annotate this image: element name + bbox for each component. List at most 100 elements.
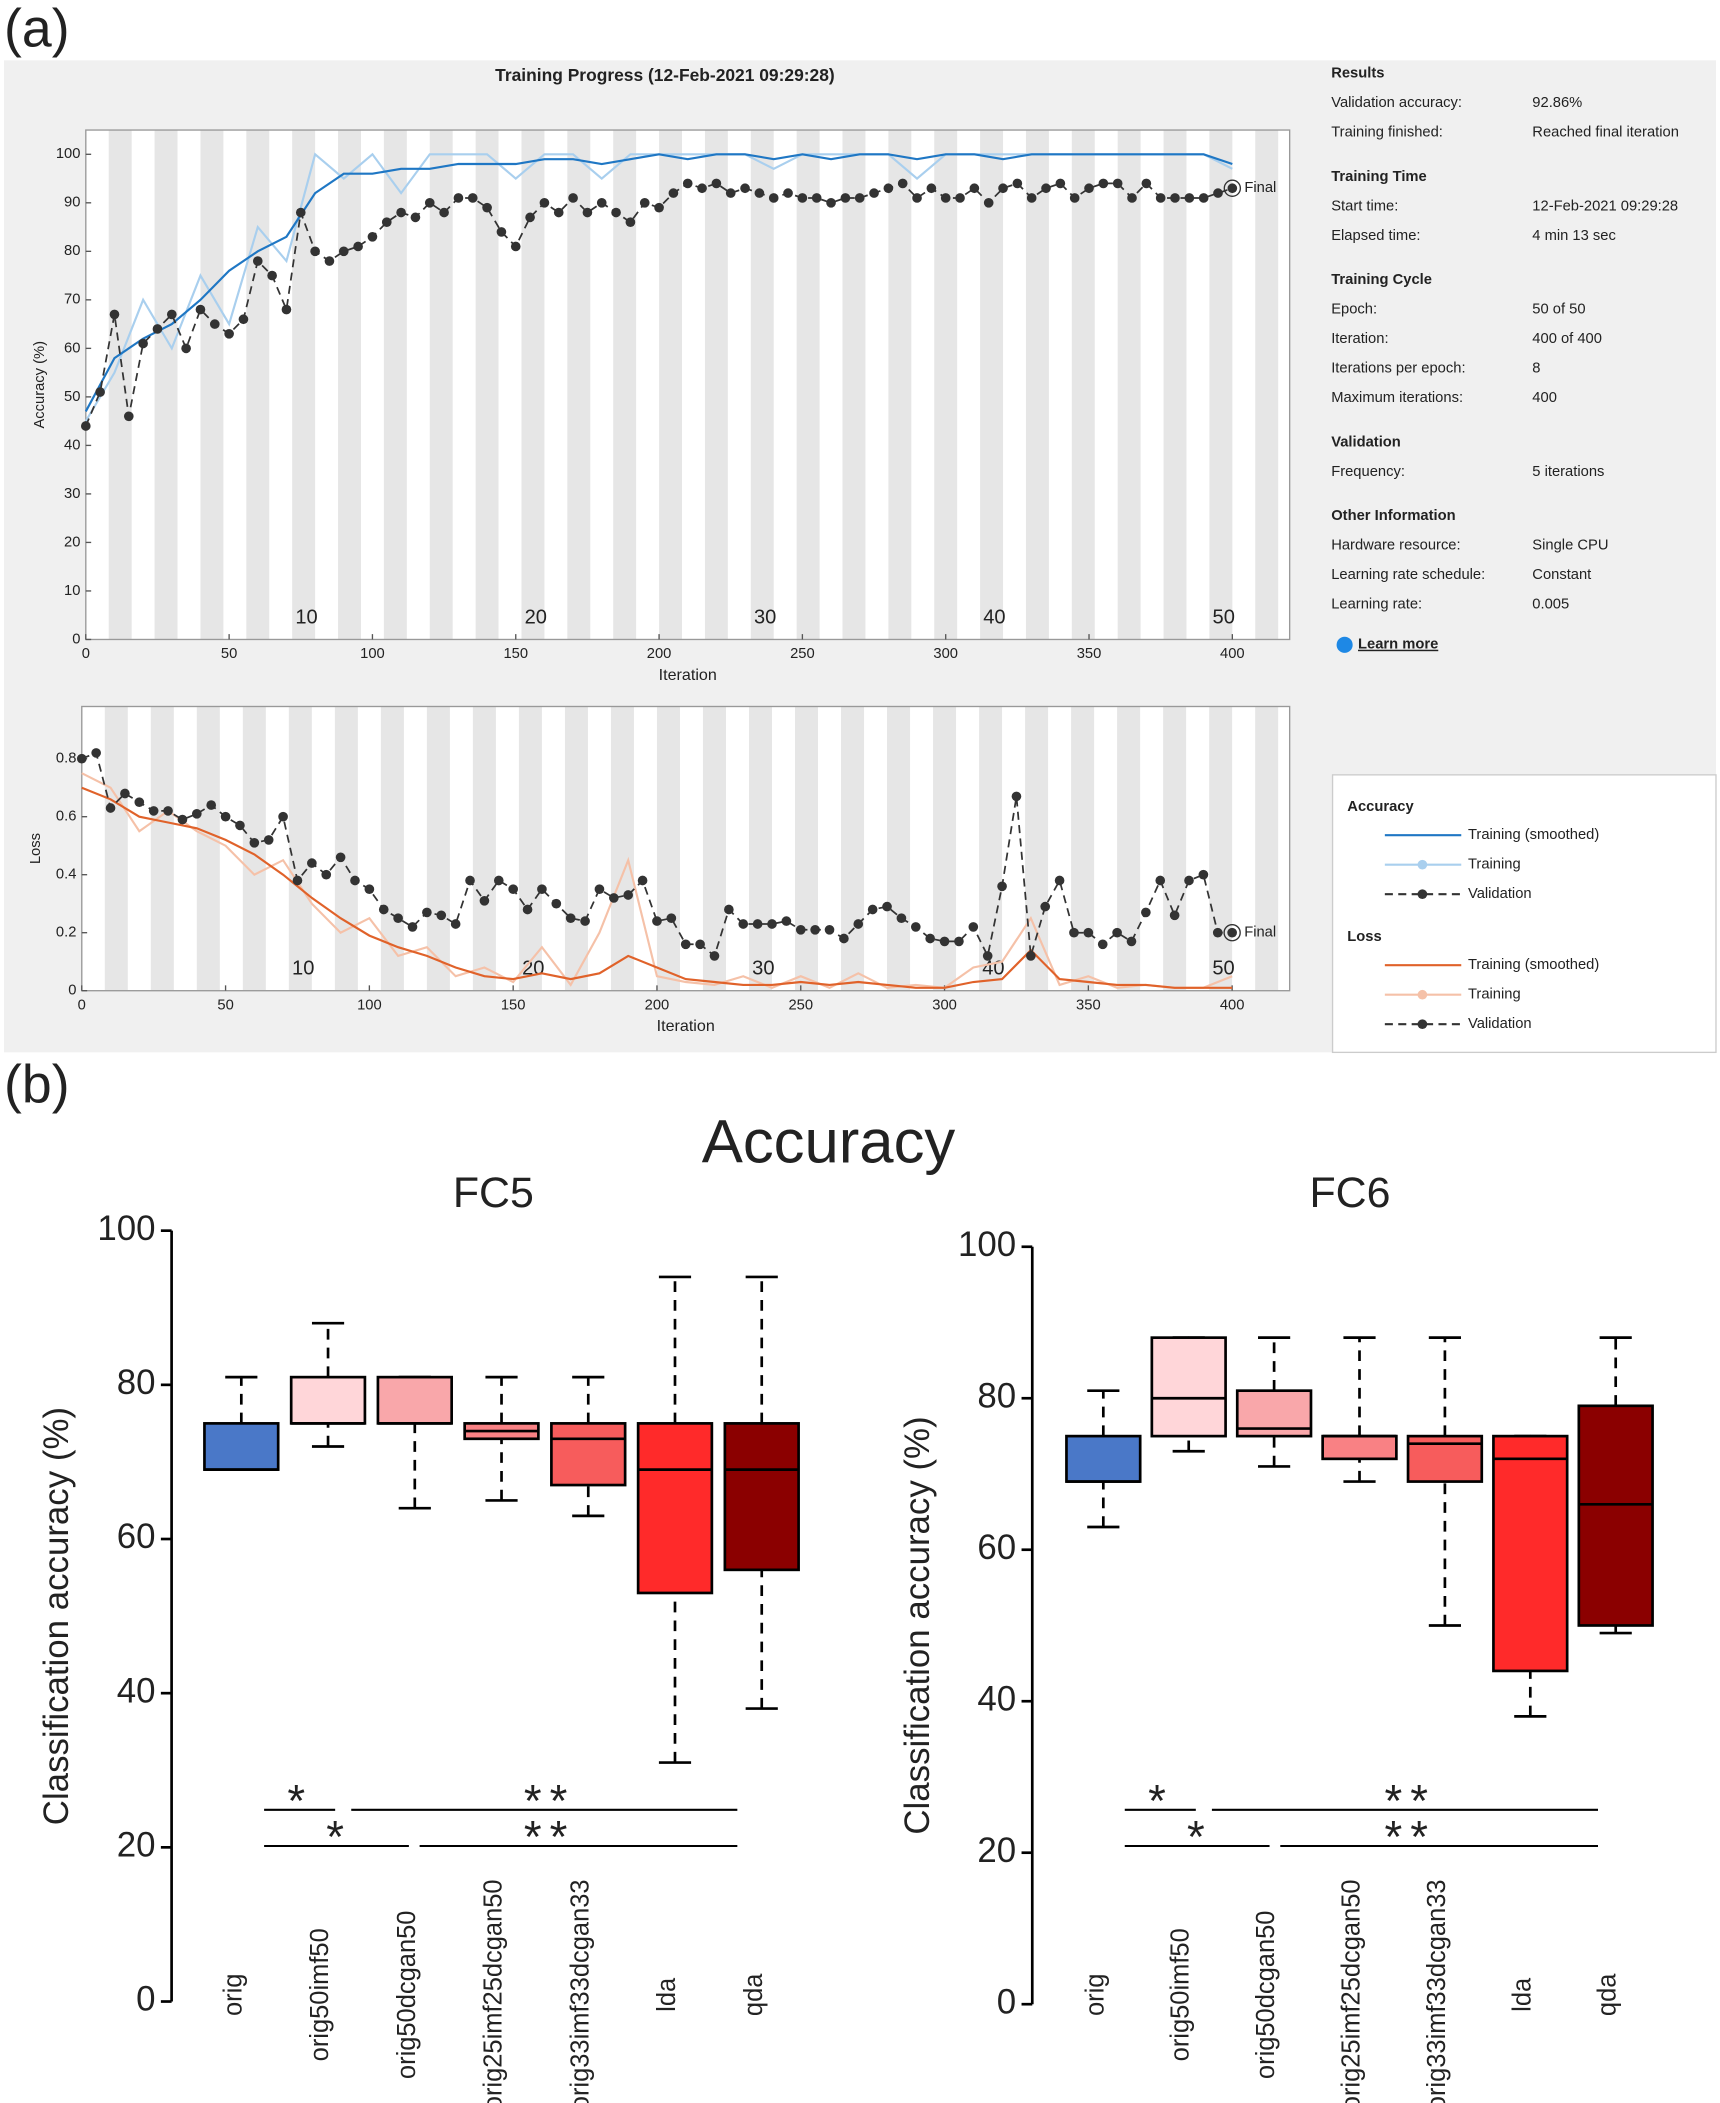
epoch-stripe (196, 706, 220, 991)
series-marker (1026, 951, 1036, 961)
y-axis-label: Accuracy (%) (32, 341, 48, 429)
epoch-label: 10 (295, 606, 317, 628)
series-marker (969, 183, 980, 194)
series-marker (263, 835, 274, 845)
epoch-stripe (338, 130, 361, 640)
epoch-stripe (659, 130, 683, 640)
legend-marker (1417, 1019, 1428, 1030)
legend-label: Training (1468, 857, 1521, 873)
series-marker (1055, 178, 1066, 189)
series-marker (177, 814, 188, 825)
box (1065, 1434, 1142, 1483)
y-tick-label: 40 (117, 1671, 156, 1710)
x-tick-label: 200 (645, 997, 670, 1013)
series-marker (525, 212, 535, 223)
series-marker (738, 919, 749, 929)
info-label: Elapsed time: (1331, 228, 1420, 244)
series-marker (1084, 183, 1094, 194)
y-axis-label: Classification accuracy (%) (898, 1416, 937, 1834)
series-marker (1170, 193, 1180, 203)
epoch-stripe (841, 706, 865, 991)
x-tick-label: 300 (933, 646, 958, 662)
series-marker (1054, 875, 1065, 886)
series-marker (582, 207, 593, 218)
series-marker (95, 387, 105, 397)
info-value: 5 iterations (1532, 464, 1604, 480)
epoch-label: 30 (752, 958, 774, 980)
info-value: 0.005 (1532, 597, 1569, 613)
y-tick-label: 30 (64, 486, 80, 502)
epoch-stripe (200, 130, 224, 640)
y-tick-label: 100 (97, 1209, 155, 1248)
significance-label: * (326, 1812, 352, 1863)
significance-label: ** (1385, 1775, 1437, 1826)
series-marker (436, 910, 447, 921)
y-tick-label: 60 (977, 1528, 1016, 1567)
series-marker (724, 904, 734, 915)
series-marker (209, 319, 220, 329)
series-marker (367, 231, 378, 242)
series-marker (553, 207, 564, 218)
info-label: Iteration: (1331, 331, 1388, 347)
series-marker (424, 197, 435, 208)
series-marker (148, 806, 159, 816)
epoch-stripe (1117, 130, 1141, 640)
x-tick-label: 250 (788, 997, 813, 1013)
axes-box (81, 705, 1291, 992)
series-marker (711, 178, 722, 189)
final-label: Final (1244, 180, 1276, 196)
series-marker (292, 875, 303, 886)
series-marker (797, 193, 808, 203)
series-marker (910, 922, 921, 932)
info-value: Reached final iteration (1532, 125, 1679, 141)
epoch-stripe (702, 706, 726, 991)
legend-marker (1417, 889, 1428, 900)
series-marker (235, 820, 245, 831)
y-tick-label: 20 (117, 1826, 156, 1865)
info-label: Maximum iterations: (1331, 390, 1463, 406)
series-line (81, 751, 1233, 959)
series-marker (220, 811, 231, 822)
series-marker (1041, 183, 1051, 194)
series-marker (551, 898, 562, 909)
series-marker (637, 875, 648, 886)
epoch-stripe (334, 706, 358, 991)
series-marker (826, 197, 836, 208)
x-tick-label: 100 (357, 997, 382, 1013)
series-marker (1112, 178, 1123, 189)
series-marker (1098, 178, 1109, 189)
x-tick-label: orig50dcgan50 (393, 1911, 421, 2080)
series-marker (1212, 927, 1223, 938)
series-marker (568, 193, 578, 203)
series-marker (810, 924, 820, 935)
x-tick-label: orig50imf50 (306, 1928, 334, 2061)
y-axis-label: Loss (28, 833, 44, 864)
x-tick-label: 0 (82, 646, 90, 662)
epoch-stripe (567, 130, 591, 640)
epoch-stripe (1071, 706, 1095, 991)
series-marker (983, 197, 994, 208)
learn-more-link[interactable]: Learn more (1358, 637, 1438, 653)
series-marker (939, 936, 950, 947)
series-line (81, 786, 1233, 989)
series-marker (381, 217, 392, 228)
series-marker (682, 178, 693, 189)
chart-title: FC6 (1309, 1169, 1390, 1217)
chart-title: Training Progress (12-Feb-2021 09:29:28) (495, 65, 835, 85)
series-marker (725, 188, 736, 198)
box (289, 1375, 367, 1425)
series-marker (639, 197, 650, 208)
x-tick-label: orig33imf33dcgan33 (566, 1879, 594, 2103)
epoch-stripe (1255, 130, 1279, 640)
box (1321, 1434, 1398, 1461)
y-tick-label: 0 (997, 1982, 1016, 2021)
legend-title: Loss (1347, 929, 1381, 945)
x-tick-label: 50 (221, 646, 237, 662)
significance-label: * (1148, 1775, 1174, 1826)
series-marker (854, 193, 865, 203)
series-marker (537, 884, 547, 895)
epoch-stripe (887, 706, 911, 991)
x-axis-label: Iteration (657, 1017, 715, 1035)
series-marker (321, 869, 332, 880)
series-marker (997, 881, 1007, 892)
